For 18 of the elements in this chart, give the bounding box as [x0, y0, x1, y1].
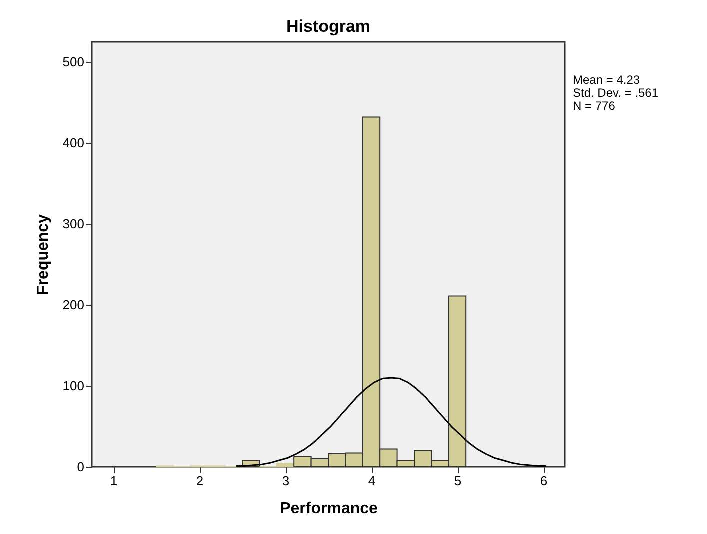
x-tick-label: 5	[454, 474, 462, 488]
y-tick-label: 0	[77, 460, 84, 474]
x-tick-label: 2	[196, 474, 204, 488]
chart-title: Histogram	[286, 17, 371, 36]
y-axis-title: Frequency	[34, 214, 52, 296]
x-tick-label: 4	[368, 474, 376, 488]
x-tick-label: 1	[110, 474, 118, 488]
x-tick-label: 6	[540, 474, 548, 488]
y-tick-label: 500	[62, 54, 84, 70]
x-axis-title: Performance	[280, 500, 378, 518]
x-tick-label: 3	[282, 474, 290, 488]
y-tick-label: 400	[62, 136, 84, 151]
y-tick-label: 100	[62, 378, 84, 394]
text: Mean = 4.23	[573, 73, 640, 87]
text: Std. Dev. = .561	[573, 86, 659, 100]
text: N = 776	[573, 99, 616, 113]
y-tick-label: 200	[62, 298, 84, 313]
y-tick-label: 300	[62, 216, 84, 232]
